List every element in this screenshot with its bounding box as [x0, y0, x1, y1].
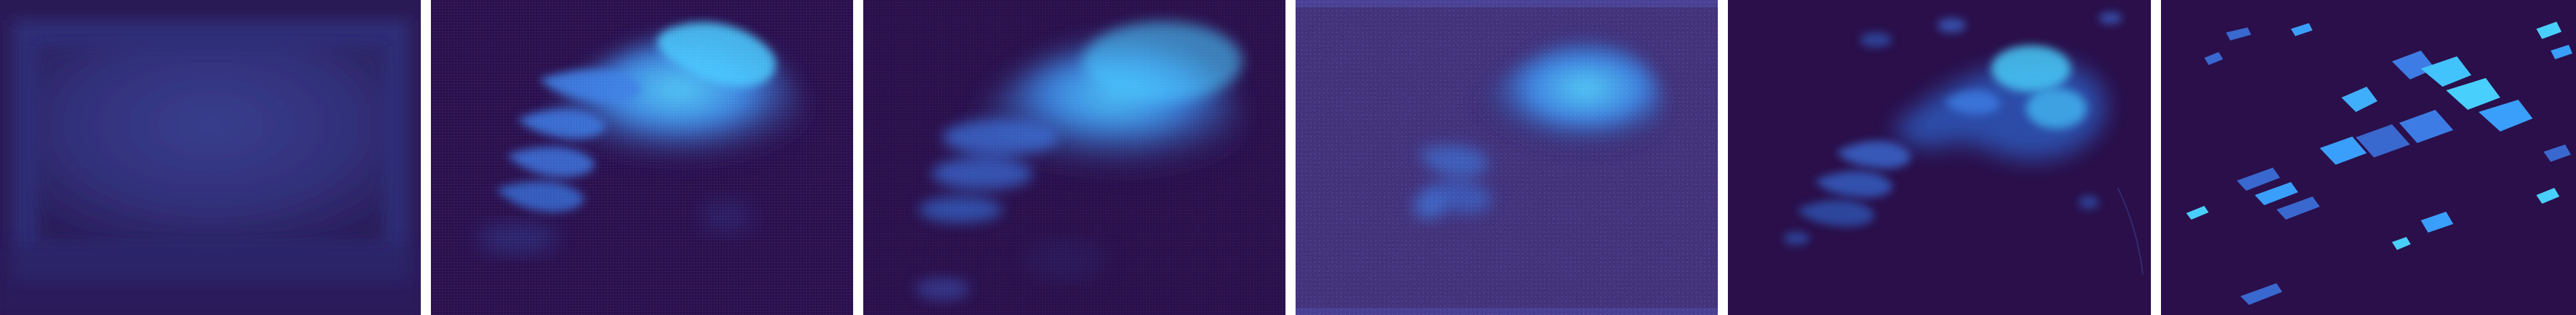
- panel-1-top-band: [0, 0, 421, 13]
- panel-2-stripe-4: [539, 69, 642, 103]
- panel-6-speck-3: [2536, 22, 2562, 39]
- panel-1-bottom-band: [0, 244, 421, 315]
- panel-5-spot-2: [2099, 12, 2122, 24]
- panel-3-stripe-2: [932, 158, 1033, 189]
- panel-2-canvas: [431, 0, 853, 315]
- panel-6-frag-3: [2421, 56, 2471, 87]
- panel-5-hotspot-1: [1991, 46, 2071, 92]
- panel-6-speck-7: [2536, 188, 2559, 204]
- panel-6-stroke-3: [2276, 197, 2320, 220]
- panel-4-bottom-edge: [1296, 308, 1718, 315]
- panel-2-trail: [478, 224, 557, 253]
- panel-4-diagonal-1: [1418, 145, 1489, 177]
- panel-3-top-ridge: [1083, 22, 1242, 101]
- panel-2-stripe-3: [496, 181, 584, 212]
- panel-5-streak-4: [1944, 90, 2001, 115]
- panel-2-smooth-heat: [431, 0, 853, 315]
- panel-6-fragments: [2186, 22, 2572, 305]
- panel-5-streaks: [1796, 46, 2106, 227]
- panel-3-canvas: [863, 0, 1285, 315]
- panel-6-frag-5: [2479, 100, 2533, 131]
- panel-2-spot: [702, 201, 752, 233]
- panel-5-streak-2: [1815, 171, 1893, 198]
- panel-6-bottom-1: [2421, 212, 2453, 233]
- panel-6-background: [2161, 0, 2576, 315]
- panel-6-speck-6: [2544, 144, 2571, 162]
- panel-1-inner-rect: [38, 46, 384, 243]
- panel-6-stroke-1: [2237, 168, 2280, 191]
- panel-2-stripes: [496, 69, 642, 212]
- panel-3-bottom-spot: [915, 277, 970, 301]
- panel-6-stroke-4: [2186, 206, 2209, 220]
- panel-6-frag-4: [2446, 78, 2500, 110]
- panel-2-stripe-2: [507, 147, 595, 178]
- panel-6-speck-4: [2551, 45, 2572, 59]
- panel-3-smooth-heat-blur: [863, 0, 1285, 315]
- panel-6-frag-2: [2392, 51, 2435, 79]
- panel-5-spot-1: [1937, 18, 1966, 33]
- panel-4-noise: [1296, 0, 1718, 315]
- panel-5-background: [1728, 0, 2151, 315]
- panel-5-streak-1: [1836, 141, 1911, 169]
- panel-3-dim-glow: [1026, 244, 1105, 276]
- panel-4-noisy-heat: [1296, 0, 1718, 315]
- panel-2-stripe-1: [518, 108, 606, 139]
- panel-5-small-spots: [1783, 12, 2122, 245]
- panel-3-stripes: [919, 119, 1058, 223]
- panel-3-stripe-3: [919, 197, 1003, 223]
- panel-5-spot-4: [1783, 232, 1809, 245]
- panel-4-top-edge: [1296, 0, 1718, 7]
- panel-6-bottom-2: [2240, 283, 2282, 305]
- panel-6-stroke-2: [2255, 182, 2298, 205]
- panel-5-sharp-heat: [1728, 0, 2151, 315]
- panel-6-frag-1: [2341, 87, 2378, 112]
- panel-5-spot-3: [1860, 33, 1892, 47]
- panel-5-edge-line: [2117, 187, 2144, 275]
- panel-5-streak-3: [1796, 199, 1875, 227]
- panel-6-canvas: [2161, 0, 2576, 315]
- panel-4-main-blob: [1439, 38, 1664, 163]
- panel-6-speck-2: [2226, 27, 2251, 40]
- panel-5-spot-5: [2079, 196, 2099, 209]
- panel-6-frag-7: [2356, 124, 2410, 158]
- panel-2-top-ridge: [657, 22, 776, 87]
- panel-6-speck-1: [2291, 23, 2313, 36]
- panel-5-hotspot-2: [2026, 88, 2087, 129]
- panel-6-speck-5: [2204, 52, 2223, 65]
- panel-6-bottom-3: [2392, 237, 2411, 250]
- panel-5-canvas: [1728, 0, 2151, 315]
- panel-6-frag-8: [2320, 137, 2367, 165]
- panel-6-frag-6: [2399, 110, 2453, 143]
- panel-1-blank-field: [0, 0, 421, 315]
- panel-4-blob-left: [1413, 193, 1445, 219]
- panel-6-sparse-mask: [2161, 0, 2576, 315]
- panel-4-canvas: [1296, 0, 1718, 315]
- panel-1-canvas: [0, 0, 421, 315]
- panel-3-stripe-1: [943, 119, 1058, 155]
